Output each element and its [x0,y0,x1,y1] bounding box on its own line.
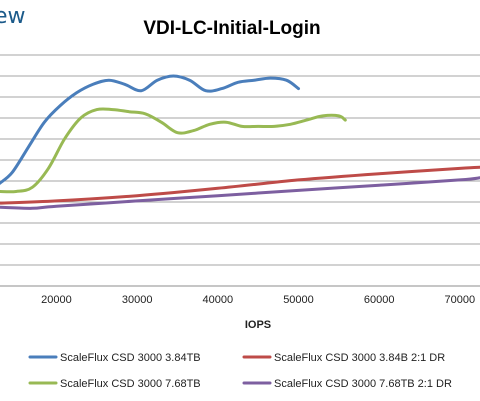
x-tick-label: 50000 [283,294,314,306]
series-line-3 [0,107,347,194]
series-line-1 [0,74,300,185]
x-tick-label: 20000 [41,294,72,306]
x-tick-label: 40000 [203,294,234,306]
legend-label: ScaleFlux CSD 3000 3.84B 2:1 DR [274,352,445,364]
legend-label: ScaleFlux CSD 3000 7.68TB 2:1 DR [274,378,452,390]
series-line-2 [0,165,480,205]
legend-label: ScaleFlux CSD 3000 7.68TB [60,378,201,390]
chart-title: VDI-LC-Initial-Login [143,18,320,39]
plot-area [0,74,480,210]
x-axis-ticks: 20000 30000 40000 50000 60000 70000 [41,294,475,306]
x-tick-label: 30000 [122,294,153,306]
legend: ScaleFlux CSD 3000 3.84TB ScaleFlux CSD 3… [28,352,452,390]
series-line-4 [0,176,480,210]
legend-item-3: ScaleFlux CSD 3000 7.68TB [28,378,201,390]
logo-fragment: ew [0,4,26,29]
x-axis-label: IOPS [245,319,271,331]
legend-item-4: ScaleFlux CSD 3000 7.68TB 2:1 DR [242,378,452,390]
legend-item-2: ScaleFlux CSD 3000 3.84B 2:1 DR [242,352,445,364]
x-tick-label: 70000 [445,294,476,306]
x-tick-label: 60000 [364,294,395,306]
legend-label: ScaleFlux CSD 3000 3.84TB [60,352,201,364]
legend-item-1: ScaleFlux CSD 3000 3.84TB [28,352,201,364]
